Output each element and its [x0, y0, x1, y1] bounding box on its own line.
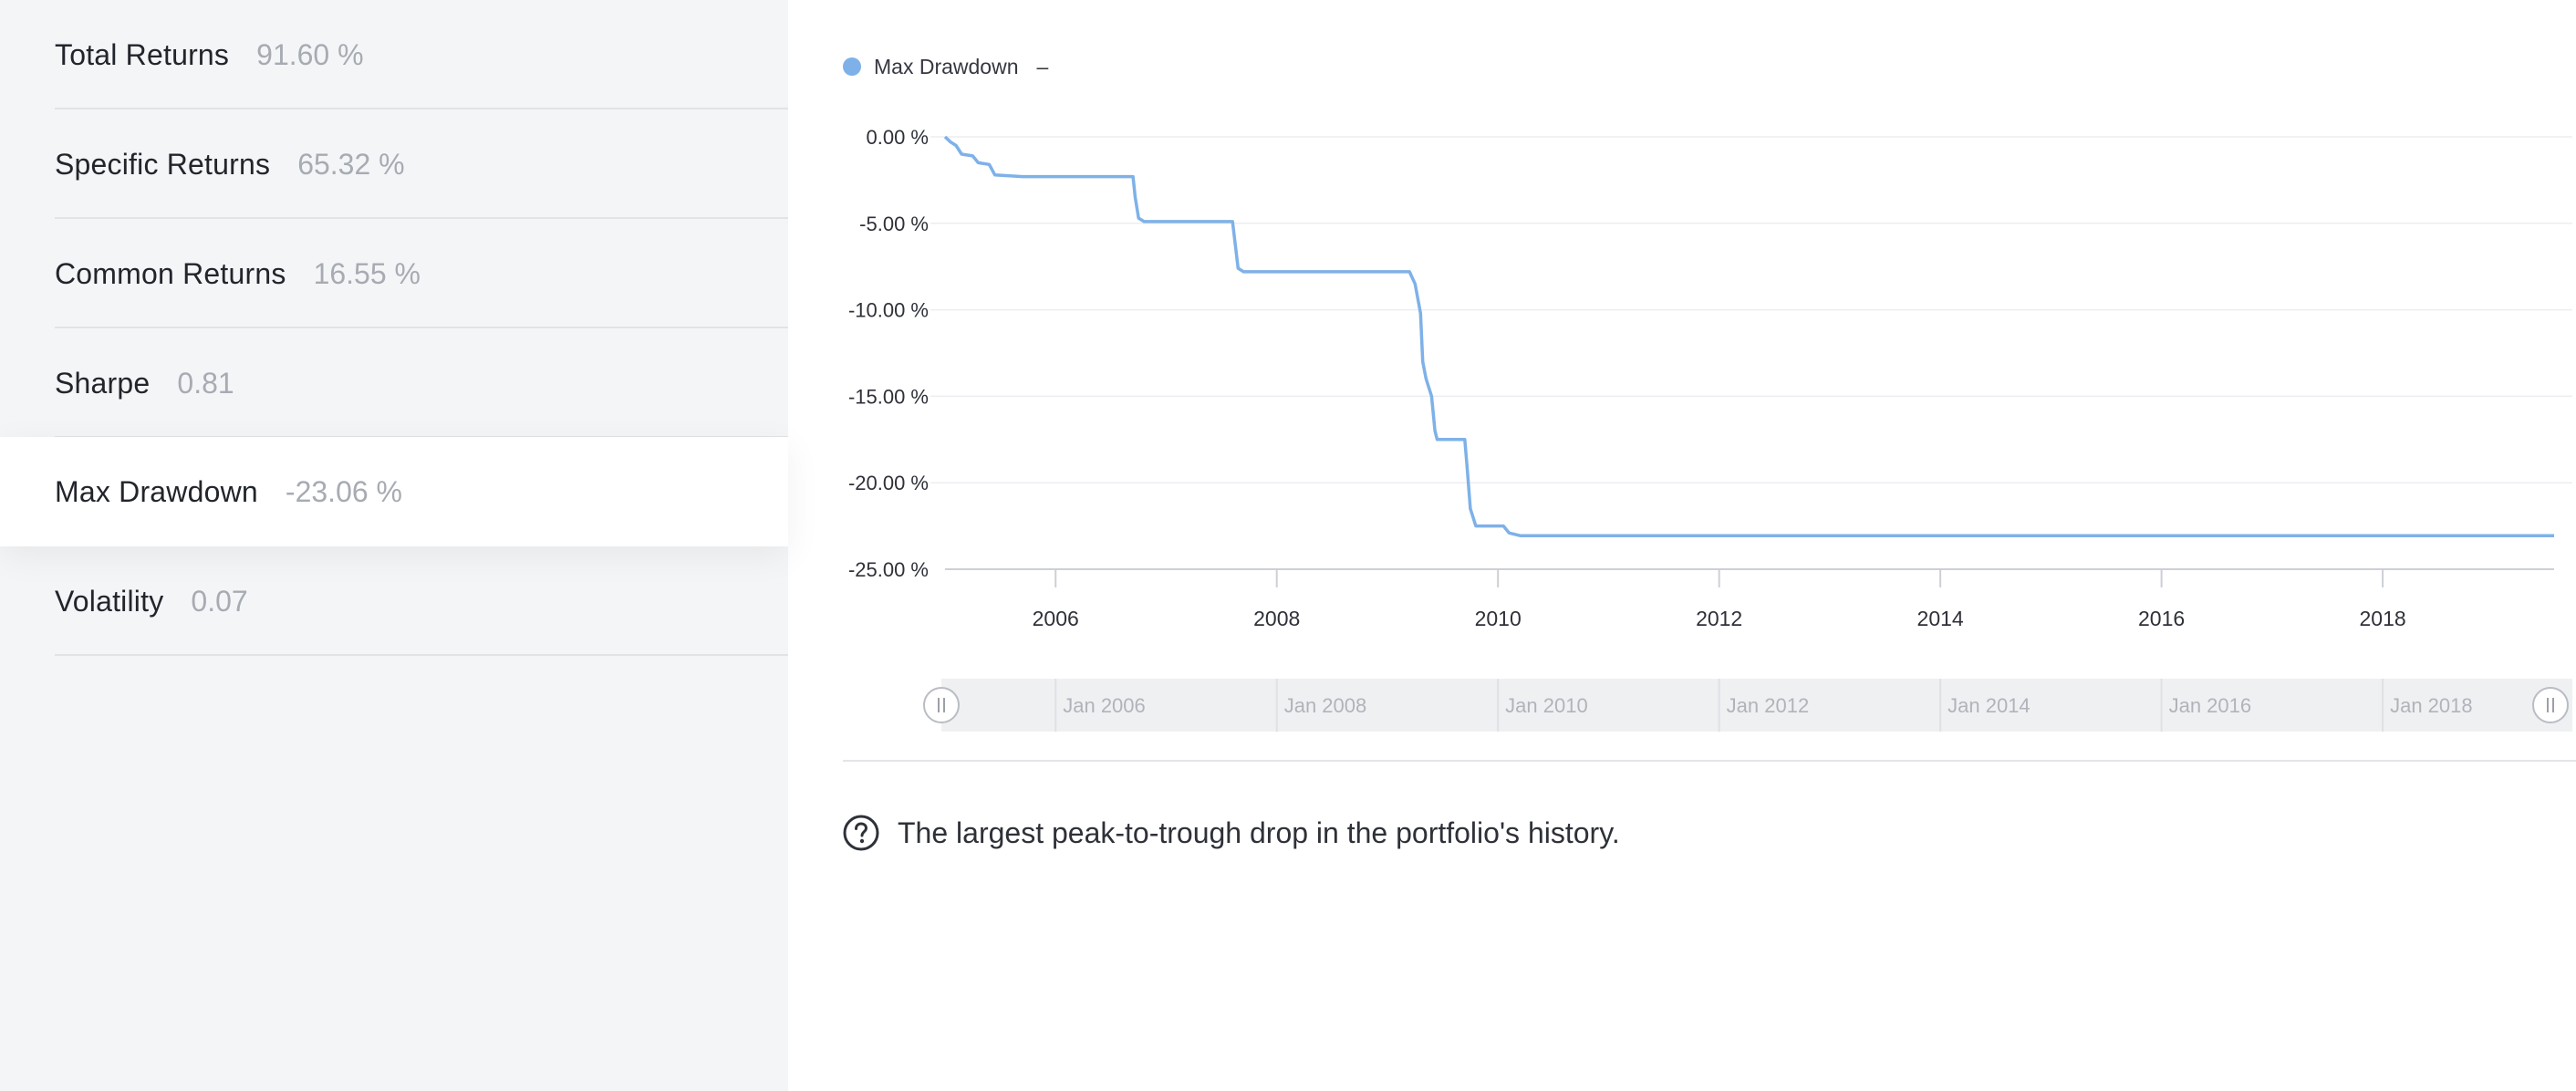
- legend-label: Max Drawdown: [874, 54, 1019, 78]
- section-divider: [843, 760, 2576, 762]
- metric-name: Total Returns: [55, 37, 230, 71]
- legend-value: –: [1036, 54, 1049, 78]
- chart-legend[interactable]: Max Drawdown –: [843, 53, 1048, 80]
- metric-row-total-returns[interactable]: Total Returns 91.60 %: [0, 0, 788, 109]
- navigator-background: [941, 679, 2572, 732]
- x-tick-label: 2018: [2359, 607, 2405, 630]
- metrics-sidebar: Total Returns 91.60 % Specific Returns 6…: [0, 0, 788, 1091]
- y-axis-ticks: 0.00 % -5.00 % -10.00 % -15.00 % -20.00 % -25…: [848, 126, 929, 581]
- y-tick-label: -25.00 %: [848, 558, 929, 581]
- y-tick-label: -15.00 %: [848, 385, 929, 408]
- navigator-right-handle[interactable]: [2532, 687, 2569, 723]
- handle-grip-icon: [923, 687, 960, 723]
- max-drawdown-series-line[interactable]: [943, 135, 2554, 537]
- metric-value: 0.81: [177, 366, 234, 400]
- x-axis-ticks: 2006 2008 2010 2012 2014 2016 2018: [1033, 569, 2406, 630]
- navigator-label: Jan 2014: [1948, 694, 2031, 717]
- row-divider: [55, 108, 788, 109]
- navigator-label: Jan 2010: [1505, 694, 1588, 717]
- navigator-labels: Jan 2006 Jan 2008 Jan 2010 Jan 2012 Jan 2014…: [1054, 679, 2473, 732]
- x-tick-label: 2014: [1917, 607, 1964, 630]
- navigator-left-handle[interactable]: [923, 687, 960, 723]
- metric-name: Sharpe: [55, 366, 151, 400]
- navigator-label: Jan 2016: [2169, 694, 2252, 717]
- row-divider: [55, 654, 788, 656]
- metric-value: 0.07: [191, 584, 248, 618]
- navigator-label: Jan 2012: [1727, 694, 1810, 717]
- metric-description: The largest peak-to-trough drop in the p…: [843, 815, 1620, 851]
- x-tick-label: 2016: [2138, 607, 2185, 630]
- metric-row-common-returns[interactable]: Common Returns 16.55 %: [0, 219, 788, 328]
- navigator-label: Jan 2008: [1284, 694, 1367, 717]
- y-tick-label: -20.00 %: [848, 472, 929, 494]
- chart-panel: [788, 0, 2576, 1091]
- handle-grip-icon: [2532, 687, 2569, 723]
- y-tick-label: -10.00 %: [848, 299, 929, 322]
- metric-row-volatility[interactable]: Volatility 0.07: [0, 546, 788, 656]
- question-circle-icon[interactable]: [843, 815, 879, 851]
- x-tick-label: 2006: [1033, 607, 1079, 630]
- metric-value: 65.32 %: [297, 147, 405, 181]
- legend-dot-icon: [843, 57, 861, 76]
- x-tick-label: 2008: [1253, 607, 1300, 630]
- metric-name: Volatility: [55, 584, 164, 618]
- row-divider: [55, 217, 788, 219]
- x-tick-label: 2012: [1696, 607, 1742, 630]
- metric-row-max-drawdown[interactable]: Max Drawdown -23.06 %: [0, 437, 788, 546]
- metric-name: Specific Returns: [55, 147, 271, 181]
- y-tick-label: -5.00 %: [859, 213, 929, 235]
- metric-name: Max Drawdown: [55, 474, 258, 508]
- description-text: The largest peak-to-trough drop in the p…: [898, 816, 1620, 849]
- metric-value: 16.55 %: [313, 256, 421, 290]
- drawdown-chart: 0.00 % -5.00 % -10.00 % -15.00 % -20.00 % -25…: [848, 126, 2572, 732]
- navigator-label: Jan 2006: [1063, 694, 1146, 717]
- metric-value: -23.06 %: [285, 474, 402, 508]
- range-navigator[interactable]: Jan 2006 Jan 2008 Jan 2010 Jan 2012 Jan 2014…: [923, 679, 2572, 732]
- navigator-label: Jan 2018: [2390, 694, 2473, 717]
- metric-row-specific-returns[interactable]: Specific Returns 65.32 %: [0, 109, 788, 219]
- y-tick-label: 0.00 %: [867, 126, 930, 149]
- metric-value: 91.60 %: [256, 37, 364, 71]
- x-tick-label: 2010: [1475, 607, 1522, 630]
- metric-name: Common Returns: [55, 256, 286, 290]
- grid-lines: [930, 136, 2572, 483]
- row-divider: [55, 327, 788, 328]
